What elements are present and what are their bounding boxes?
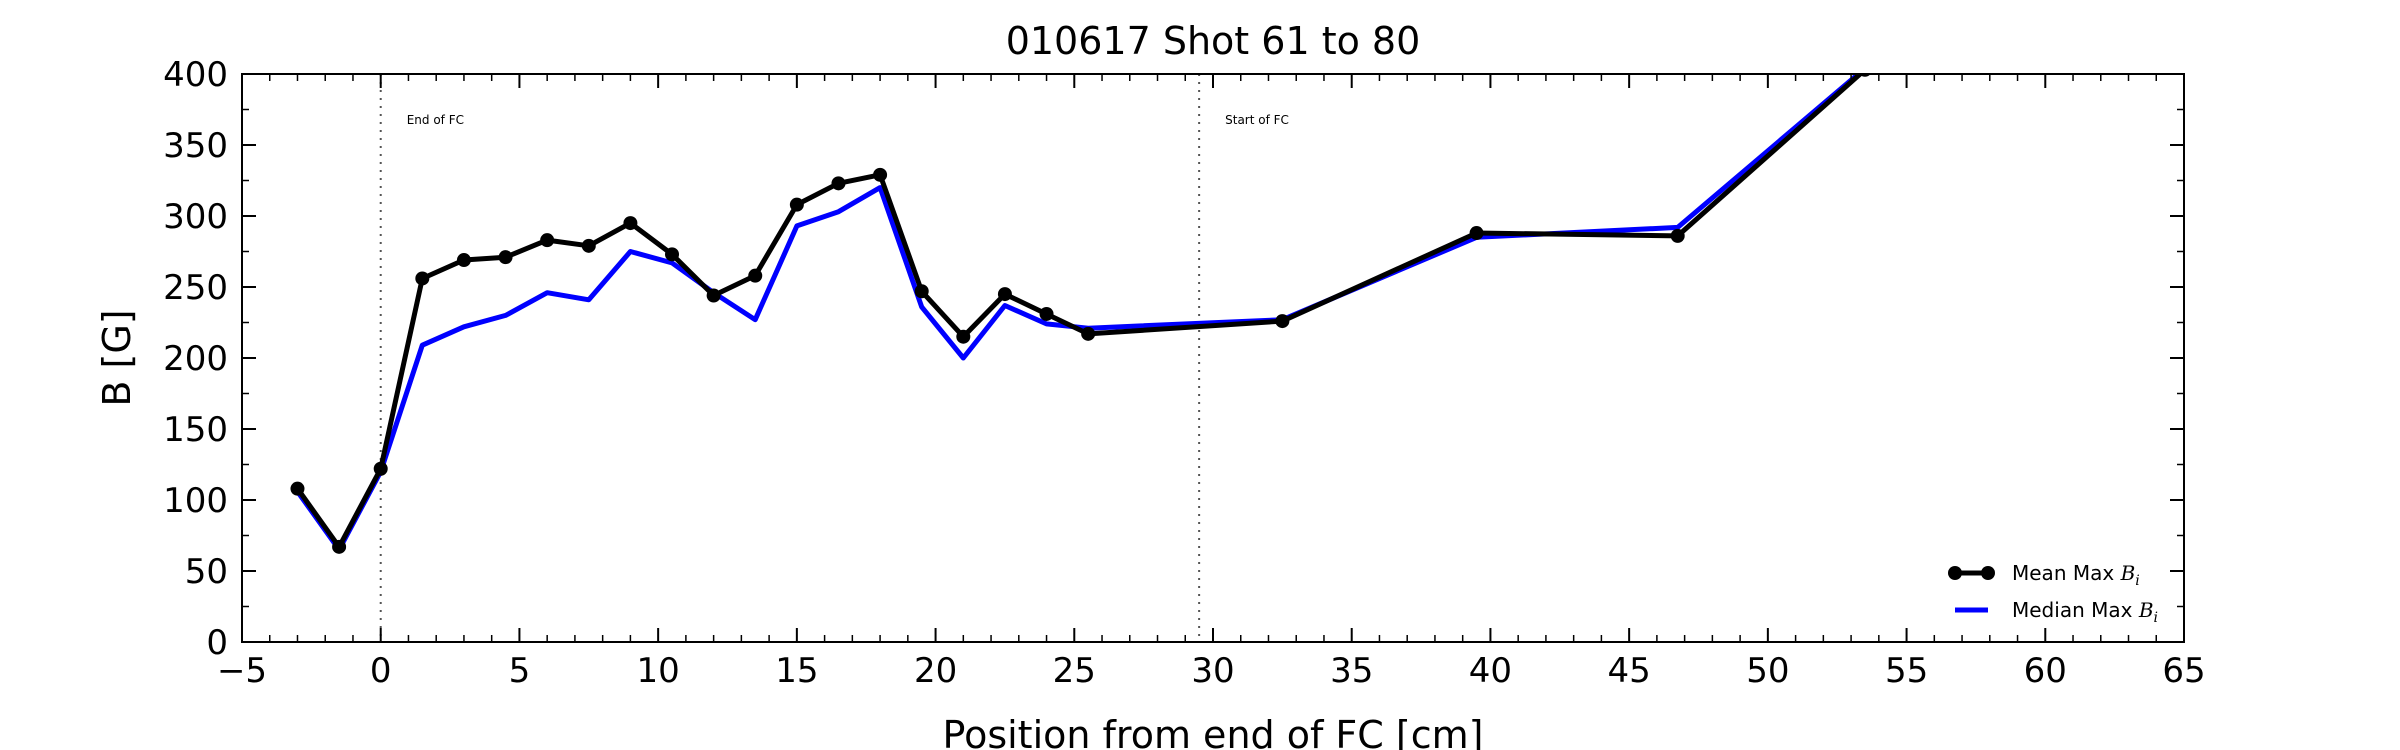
data-point [540, 233, 555, 248]
legend-label-math: B [2120, 561, 2136, 585]
x-axis-label: Position from end of FC [cm] [943, 713, 1484, 750]
y-tick-label: 150 [163, 410, 228, 450]
data-point [706, 288, 721, 303]
series-line [295, 74, 1864, 550]
data-point [623, 216, 638, 231]
x-tick-label: −5 [217, 651, 267, 691]
x-tick-label: 35 [1330, 651, 1373, 691]
y-tick-label: 350 [163, 126, 228, 166]
legend-label-math: B [2138, 598, 2154, 622]
legend-marker [1981, 566, 1995, 580]
x-tick-label: 25 [1053, 651, 1096, 691]
data-point [1469, 226, 1484, 241]
data-point [415, 271, 430, 286]
data-point [831, 176, 846, 191]
y-axis: 0 50 100 150 200 250 300 350 400 [163, 55, 2184, 663]
y-tick-label: 100 [163, 481, 228, 521]
data-point [873, 167, 888, 182]
y-tick-label: 400 [163, 55, 228, 95]
y-tick-label: 50 [185, 552, 228, 592]
x-tick-label: 15 [775, 651, 818, 691]
legend-label-text: Median Max [2012, 598, 2139, 622]
x-tick-label: 10 [637, 651, 680, 691]
legend-label-text: Mean Max [2012, 561, 2121, 585]
data-point [956, 329, 971, 344]
data-point [290, 481, 305, 496]
series-line [295, 74, 1863, 553]
data-point [789, 197, 804, 212]
legend-label-subscript: i [2154, 610, 2158, 626]
data-point [1670, 228, 1685, 243]
data-point [914, 284, 929, 299]
x-tick-label: 5 [509, 651, 531, 691]
data-point [1039, 306, 1054, 321]
data-point [456, 253, 471, 268]
series-layer [290, 74, 1871, 554]
legend-label: Median Max Bi [2012, 598, 2158, 626]
data-point [997, 287, 1012, 302]
x-tick-label: 65 [2162, 651, 2205, 691]
x-tick-label: 55 [1885, 651, 1928, 691]
reference-line-label: Start of FC [1225, 113, 1289, 127]
y-tick-label: 300 [163, 197, 228, 237]
x-tick-label: 50 [1746, 651, 1789, 691]
data-point [332, 539, 347, 554]
legend-label-subscript: i [2135, 573, 2139, 589]
x-axis: −5 0 5 10 15 20 25 30 35 40 45 50 55 60 65 [217, 74, 2206, 691]
data-point [373, 461, 388, 476]
x-tick-label: 0 [370, 651, 392, 691]
x-tick-label: 45 [1608, 651, 1651, 691]
data-point [1081, 326, 1096, 341]
legend-marker [1948, 566, 1962, 580]
x-tick-label: 20 [914, 651, 957, 691]
plot-frame [241, 73, 2185, 643]
data-point [1275, 314, 1290, 329]
y-tick-label: 250 [163, 268, 228, 308]
reference-lines: End of FC Start of FC [379, 74, 1289, 642]
legend-label: Mean Max Bi [2012, 561, 2140, 589]
data-point [581, 238, 596, 253]
y-axis-label: B [G] [95, 309, 139, 406]
y-tick-label: 0 [206, 623, 228, 663]
y-tick-label: 200 [163, 339, 228, 379]
data-point [665, 247, 680, 262]
x-tick-label: 30 [1191, 651, 1234, 691]
data-point [748, 268, 763, 283]
chart-title: 010617 Shot 61 to 80 [1006, 19, 1421, 63]
reference-line-label: End of FC [407, 113, 464, 127]
x-tick-label: 40 [1469, 651, 1512, 691]
data-point [498, 250, 513, 265]
x-tick-label: 60 [2024, 651, 2067, 691]
